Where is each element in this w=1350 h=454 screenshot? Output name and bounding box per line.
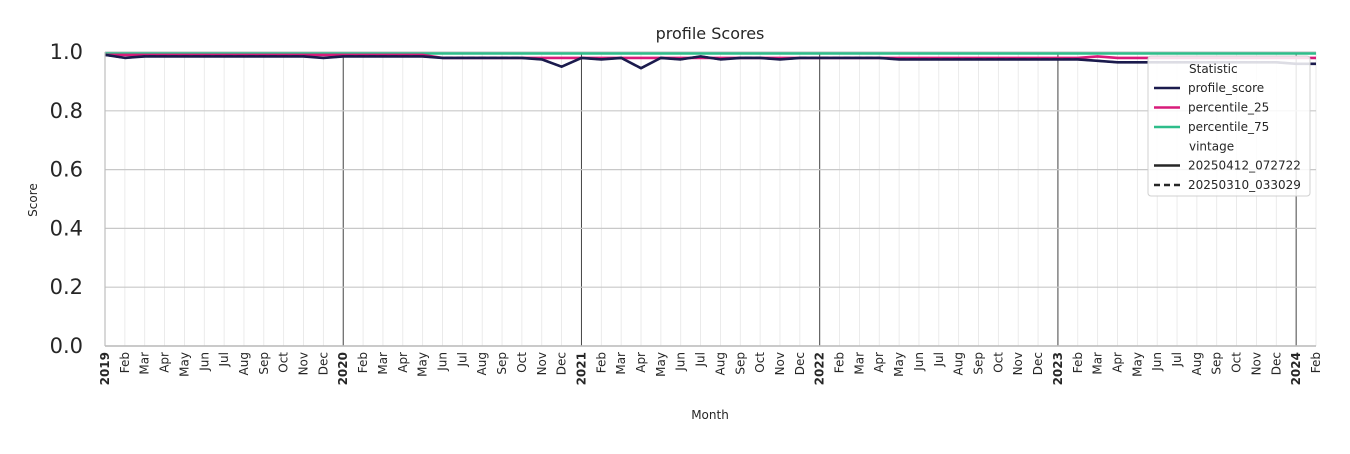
y-tick-label: 0.6: [50, 158, 83, 182]
x-tick-month-label: Jul: [455, 352, 469, 367]
x-tick-month-label: Aug: [713, 352, 727, 375]
x-tick-month-label: Oct: [991, 352, 1005, 373]
y-axis-label: Score: [26, 183, 40, 217]
x-tick-month-label: Sep: [972, 352, 986, 375]
x-tick-month-label: Nov: [297, 352, 311, 375]
x-tick-month-label: Apr: [872, 352, 886, 373]
x-tick-month-label: Jun: [435, 352, 449, 372]
x-tick-year-label: 2021: [574, 352, 588, 385]
x-tick-month-label: Aug: [475, 352, 489, 375]
legend-entry-label: percentile_75: [1188, 120, 1269, 134]
x-tick-month-label: Dec: [555, 352, 569, 375]
x-tick-month-label: Oct: [1230, 352, 1244, 373]
x-tick-month-label: Nov: [773, 352, 787, 375]
series-line-profile_score-20250310_033029: [104, 53, 1316, 70]
x-tick-month-label: Apr: [158, 352, 172, 373]
x-tick-month-label: Sep: [257, 352, 271, 375]
x-tick-month-label: Jun: [197, 352, 211, 372]
legend-section-title: Statistic: [1189, 62, 1238, 76]
x-tick-month-label: Jul: [932, 352, 946, 367]
x-tick-month-label: Apr: [396, 352, 410, 373]
x-tick-month-label: Mar: [614, 352, 628, 375]
x-tick-month-label: Feb: [1309, 352, 1323, 373]
x-tick-month-label: Dec: [1031, 352, 1045, 375]
y-tick-label: 0.0: [50, 334, 83, 358]
legend-section-title: vintage: [1189, 140, 1234, 154]
x-tick-month-label: Jun: [674, 352, 688, 372]
x-tick-month-label: Jun: [1150, 352, 1164, 372]
x-tick-month-label: Feb: [833, 352, 847, 373]
x-tick-year-label: 2019: [98, 352, 112, 385]
x-tick-year-label: 2022: [813, 352, 827, 385]
x-tick-month-label: Jul: [1170, 352, 1184, 367]
x-tick-month-label: Jul: [217, 352, 231, 367]
x-tick-month-label: Dec: [1269, 352, 1283, 375]
x-tick-month-label: Sep: [1210, 352, 1224, 375]
x-tick-month-label: May: [416, 352, 430, 377]
legend-entry-label: profile_score: [1188, 81, 1264, 95]
x-tick-month-label: Mar: [852, 352, 866, 375]
x-tick-month-label: Nov: [535, 352, 549, 375]
x-tick-month-label: Aug: [1190, 352, 1204, 375]
y-tick-label: 0.8: [50, 99, 83, 123]
x-tick-month-label: Apr: [1110, 352, 1124, 373]
x-tick-year-label: 2023: [1051, 352, 1065, 385]
y-tick-label: 1.0: [50, 40, 83, 64]
x-tick-month-label: Sep: [733, 352, 747, 375]
x-tick-year-label: 2024: [1289, 352, 1303, 385]
x-tick-month-label: Nov: [1011, 352, 1025, 375]
y-tick-label: 0.4: [50, 216, 83, 240]
x-tick-month-label: Feb: [1071, 352, 1085, 373]
x-tick-month-label: Oct: [515, 352, 529, 373]
x-tick-month-label: Mar: [376, 352, 390, 375]
legend-entry-label: 20250412_072722: [1188, 159, 1301, 173]
x-tick-month-label: May: [1130, 352, 1144, 377]
x-axis-label: Month: [691, 408, 729, 422]
x-tick-month-label: May: [654, 352, 668, 377]
x-tick-year-label: 2020: [336, 352, 350, 385]
x-tick-month-label: Feb: [118, 352, 132, 373]
legend-entry-label: percentile_25: [1188, 101, 1269, 115]
x-tick-month-label: May: [892, 352, 906, 377]
y-tick-label: 0.2: [50, 275, 83, 299]
x-tick-month-label: Oct: [277, 352, 291, 373]
x-tick-month-label: Apr: [634, 352, 648, 373]
x-tick-month-label: Feb: [594, 352, 608, 373]
x-tick-month-label: Jul: [694, 352, 708, 367]
chart-title: profile Scores: [656, 24, 765, 43]
x-tick-month-label: Sep: [495, 352, 509, 375]
x-tick-month-label: Aug: [952, 352, 966, 375]
x-tick-month-label: Mar: [1091, 352, 1105, 375]
x-tick-month-label: May: [177, 352, 191, 377]
x-tick-month-label: Jun: [912, 352, 926, 372]
x-tick-month-label: Aug: [237, 352, 251, 375]
x-tick-month-label: Nov: [1249, 352, 1263, 375]
x-tick-month-label: Feb: [356, 352, 370, 373]
x-tick-month-label: Dec: [316, 352, 330, 375]
x-tick-month-label: Dec: [793, 352, 807, 375]
x-tick-month-label: Oct: [753, 352, 767, 373]
x-tick-month-label: Mar: [138, 352, 152, 375]
legend-entry-label: 20250310_033029: [1188, 178, 1301, 192]
legend-box: [1147, 55, 1311, 197]
